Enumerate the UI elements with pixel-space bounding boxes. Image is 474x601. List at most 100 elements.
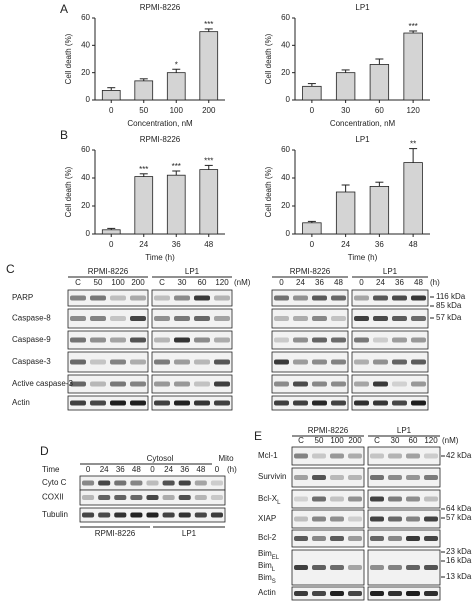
y-tick-label: 60 (81, 13, 90, 22)
blot-box (151, 374, 233, 394)
band (114, 480, 127, 486)
band (293, 295, 308, 301)
blot-box (291, 467, 365, 488)
blot-box (351, 308, 429, 329)
band (348, 496, 362, 502)
bar (369, 64, 390, 101)
blot-box (271, 308, 349, 329)
significance-label: ** (410, 140, 416, 149)
error-bar (409, 30, 418, 34)
blot-box (367, 446, 441, 466)
band (174, 400, 190, 406)
y-tick-label: 60 (81, 145, 90, 154)
error-bar (375, 181, 384, 187)
bar (302, 222, 322, 235)
band (294, 536, 308, 541)
y-tick-label: 20 (81, 68, 90, 77)
lane-label: 0 (279, 278, 284, 287)
lane-label: 24 (376, 278, 385, 287)
lane-label: 0 (359, 278, 364, 287)
band (174, 316, 190, 321)
band (388, 516, 402, 522)
band (82, 495, 95, 500)
lane-label: C (374, 436, 380, 445)
lane-label: 30 (391, 436, 400, 445)
band (312, 516, 326, 522)
band (411, 295, 426, 301)
band (194, 359, 210, 365)
band (294, 496, 308, 502)
group-label: RPMI-8226 (88, 267, 129, 276)
bar (199, 31, 219, 101)
row-label-sub: EL (272, 555, 280, 561)
band (312, 591, 326, 596)
band (392, 295, 407, 301)
chart-title: RPMI-8226 (140, 3, 181, 12)
blot-box (67, 351, 149, 373)
band (174, 359, 190, 365)
band (392, 381, 407, 387)
error-bar (172, 68, 181, 73)
band (330, 565, 344, 570)
size-marker: 85 kDa (436, 301, 462, 310)
band (274, 316, 289, 321)
bar (335, 72, 356, 101)
band (424, 475, 438, 480)
band (370, 516, 384, 522)
band (274, 295, 289, 301)
band (294, 516, 308, 522)
band (214, 316, 230, 321)
band (331, 295, 346, 301)
band (370, 496, 384, 502)
lane-label: 0 (215, 465, 220, 474)
bar (369, 185, 390, 235)
bar (335, 191, 356, 235)
lane-label: 36 (395, 278, 404, 287)
size-marker: 64 kDa (446, 504, 472, 513)
row-label: XIAP (258, 514, 276, 523)
significance-label: *** (408, 22, 417, 31)
band (178, 512, 191, 518)
band (373, 337, 388, 343)
band (406, 475, 420, 480)
row-label-text: Bim (258, 573, 272, 582)
band (331, 359, 346, 365)
error-bar (307, 220, 316, 223)
band (194, 480, 207, 486)
band (162, 480, 175, 486)
band (330, 475, 344, 480)
group-label: LP1 (397, 426, 412, 435)
band (194, 381, 210, 387)
error-bar (204, 164, 213, 170)
band (312, 381, 327, 387)
blot-box (291, 529, 365, 548)
band (348, 591, 362, 596)
band (194, 337, 210, 343)
x-tick-label: 24 (139, 240, 148, 249)
error-bar (341, 184, 350, 192)
row-label-text: Mcl-1 (258, 451, 278, 460)
band (373, 359, 388, 365)
band (82, 480, 95, 486)
lane-label: 30 (178, 278, 187, 287)
group-label: RPMI-8226 (290, 267, 331, 276)
x-tick-label: 100 (170, 106, 184, 115)
blot-box (271, 351, 349, 373)
size-marker: 23 kDa (446, 547, 472, 556)
y-tick-label: 0 (86, 229, 91, 238)
band (114, 512, 127, 518)
band (312, 453, 326, 459)
y-axis-label: Cell death (%) (264, 33, 273, 84)
band (130, 512, 143, 518)
row-label: Bcl-XL (258, 494, 281, 505)
row-label: Caspase-8 (12, 314, 51, 323)
blot-box (67, 330, 149, 350)
bar (134, 80, 154, 101)
blot-box (367, 489, 441, 509)
row-label: Actin (258, 588, 276, 597)
x-tick-label: 50 (139, 106, 148, 115)
significance-label: *** (139, 165, 148, 174)
lane-label: 48 (414, 278, 423, 287)
lane-label: 24 (296, 278, 305, 287)
band (293, 337, 308, 343)
